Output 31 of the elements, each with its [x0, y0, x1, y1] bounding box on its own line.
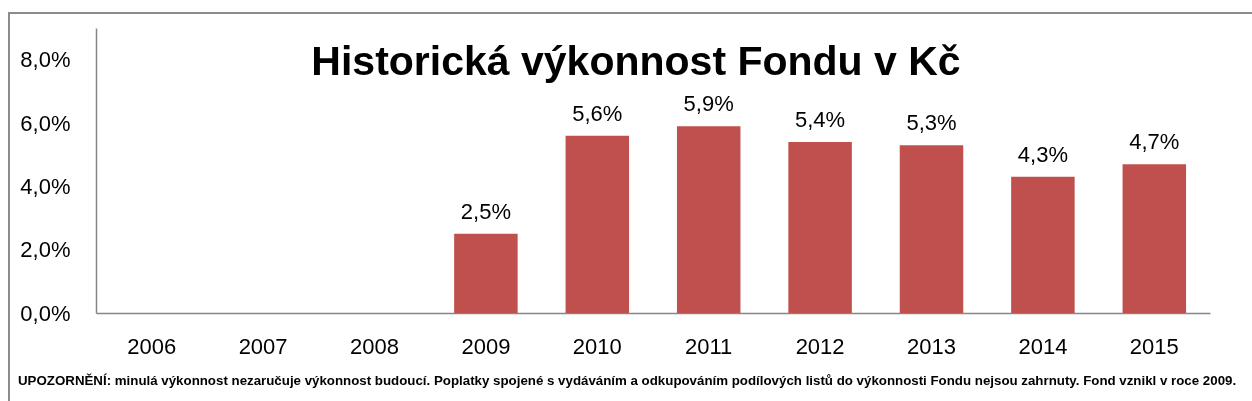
bar: [676, 126, 741, 313]
y-tick-label: 8,0%: [20, 47, 71, 73]
data-label: 5,9%: [683, 91, 734, 117]
data-label: 4,3%: [1017, 141, 1068, 167]
y-tick-label: 2,0%: [20, 237, 71, 263]
data-label: 5,6%: [572, 100, 623, 126]
bar: [1122, 164, 1187, 313]
bar: [454, 233, 518, 313]
data-label: 4,7%: [1129, 129, 1180, 155]
x-tick-label: 2013: [907, 333, 956, 359]
x-tick-label: 2012: [795, 333, 845, 359]
text: UPOZORNĚNÍ: minulá výkonnost nezaručuje výkonnost budoucí. Poplatky spojené s vydáváním a odkupováním podílových listů do výkonnosti Fondu nejsou zahrnuty. Fond vznikl v roce 2009.: [18, 373, 1237, 388]
y-tick-label: 6,0%: [20, 110, 71, 136]
x-tick-label: 2011: [685, 333, 733, 359]
x-tick-label: 2006: [127, 333, 177, 359]
bar: [788, 142, 852, 313]
x-tick-label: 2010: [572, 333, 622, 359]
chart-title: Historická výkonnost Fondu v Kč: [311, 38, 961, 84]
data-label: 5,3%: [906, 110, 957, 136]
x-tick-label: 2008: [350, 333, 399, 359]
bar: [565, 135, 630, 313]
data-label: 2,5%: [460, 198, 511, 224]
x-tick-label: 2009: [461, 333, 511, 359]
y-tick-label: 0,0%: [20, 300, 71, 326]
bar: [1011, 176, 1075, 313]
bar: [899, 145, 964, 313]
x-tick-label: 2015: [1129, 333, 1179, 359]
data-label: 5,4%: [795, 107, 846, 132]
y-tick-label: 4,0%: [20, 173, 71, 199]
x-tick-label: 2007: [238, 333, 288, 359]
x-tick-label: 2014: [1018, 333, 1068, 359]
